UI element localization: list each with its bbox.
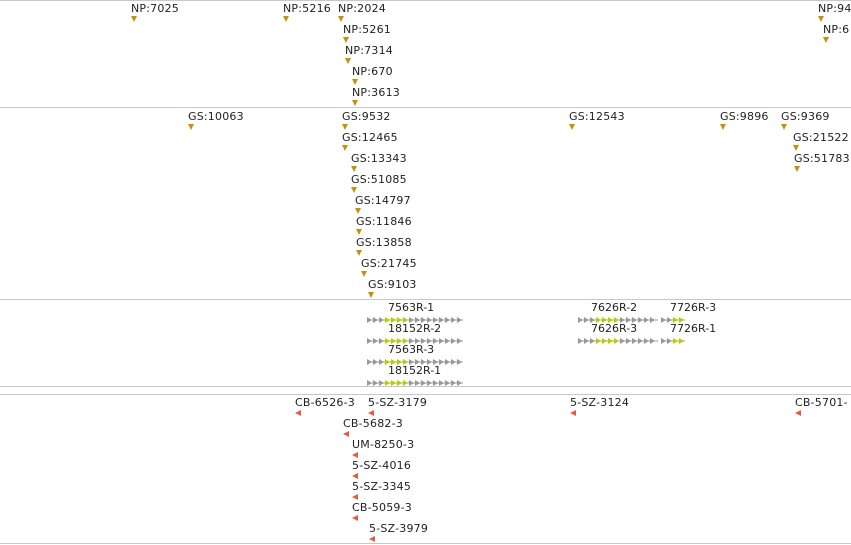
track-divider xyxy=(0,394,851,395)
triangle-down-icon xyxy=(351,187,357,193)
triangle-down-icon xyxy=(345,58,351,64)
track-divider xyxy=(0,0,851,1)
gs-track: GS:10063 GS:9532 GS:12465 GS:13343 GS:51… xyxy=(0,108,851,299)
triangle-down-icon xyxy=(355,208,361,214)
cb-feature[interactable]: UM-8250-3 xyxy=(352,438,414,458)
triangle-down-icon xyxy=(283,16,289,22)
track-divider xyxy=(0,299,851,300)
triangle-down-icon xyxy=(352,79,358,85)
gs-feature[interactable]: GS:13858 xyxy=(356,236,412,256)
cb-feature[interactable]: CB-5701- xyxy=(795,396,848,416)
gs-feature[interactable]: GS:12543 xyxy=(569,110,625,130)
triangle-down-icon xyxy=(794,166,800,172)
gene-arrow-icon xyxy=(367,338,463,344)
gs-feature[interactable]: GS:51783 xyxy=(794,152,850,172)
triangle-left-icon xyxy=(352,452,358,458)
gene-arrow-icon xyxy=(367,359,463,365)
np-feature[interactable]: NP:670 xyxy=(352,65,393,85)
gene-feature[interactable]: 7563R-1 xyxy=(367,302,463,324)
cb-feature[interactable]: 5-SZ-3345 xyxy=(352,480,411,500)
gs-feature[interactable]: GS:9103 xyxy=(368,278,417,298)
np-feature[interactable]: NP:2024 xyxy=(338,2,386,22)
triangle-left-icon xyxy=(295,410,301,416)
gene-arrow-icon xyxy=(661,338,685,344)
gene-feature[interactable]: 7726R-3 xyxy=(661,302,727,324)
gene-arrow-icon xyxy=(367,317,463,323)
triangle-left-icon xyxy=(343,431,349,437)
triangle-down-icon xyxy=(356,229,362,235)
triangle-down-icon xyxy=(342,124,348,130)
cb-feature[interactable]: CB-6526-3 xyxy=(295,396,355,416)
gs-feature[interactable]: GS:11846 xyxy=(356,215,412,235)
triangle-down-icon xyxy=(361,271,367,277)
gs-feature[interactable]: GS:14797 xyxy=(355,194,411,214)
triangle-down-icon xyxy=(342,145,348,151)
gs-feature[interactable]: GS:21745 xyxy=(361,257,417,277)
gene-feature[interactable]: 7626R-3 xyxy=(578,323,658,345)
gs-feature[interactable]: GS:9896 xyxy=(720,110,769,130)
np-feature[interactable]: NP:7025 xyxy=(131,2,179,22)
cb-feature[interactable]: 5-SZ-3124 xyxy=(570,396,629,416)
gs-feature[interactable]: GS:21522 xyxy=(793,131,849,151)
cb-feature[interactable]: CB-5682-3 xyxy=(343,417,403,437)
gs-feature[interactable]: GS:12465 xyxy=(342,131,398,151)
track-divider xyxy=(0,386,851,387)
np-track: NP:7025 NP:5216 NP:2024 NP:5261 NP:7314 … xyxy=(0,1,851,107)
gene-feature[interactable]: 7726R-1 xyxy=(661,323,727,345)
gene-track: 7563R-1 18152R-2 7563R-3 18152R-1 7626R-… xyxy=(0,300,851,386)
track-divider xyxy=(0,107,851,108)
gene-arrow-icon xyxy=(367,380,463,386)
gene-feature[interactable]: 18152R-2 xyxy=(367,323,463,345)
triangle-down-icon xyxy=(720,124,726,130)
np-feature[interactable]: NP:94 xyxy=(818,2,851,22)
triangle-down-icon xyxy=(188,124,194,130)
gene-arrow-icon xyxy=(578,338,658,344)
gene-feature[interactable]: 7563R-3 xyxy=(367,344,463,366)
cb-feature[interactable]: CB-5059-3 xyxy=(352,501,412,521)
triangle-left-icon xyxy=(352,494,358,500)
triangle-down-icon xyxy=(818,16,824,22)
triangle-down-icon xyxy=(338,16,344,22)
cb-feature[interactable]: 5-SZ-4016 xyxy=(352,459,411,479)
triangle-left-icon xyxy=(570,410,576,416)
triangle-down-icon xyxy=(351,166,357,172)
gene-arrow-icon xyxy=(661,317,685,323)
np-feature[interactable]: NP:6 xyxy=(823,23,849,43)
triangle-down-icon xyxy=(781,124,787,130)
track-divider xyxy=(0,543,851,544)
triangle-left-icon xyxy=(369,536,375,542)
cb-feature[interactable]: 5-SZ-3979 xyxy=(369,522,428,542)
triangle-left-icon xyxy=(352,473,358,479)
triangle-down-icon xyxy=(368,292,374,298)
gs-feature[interactable]: GS:51085 xyxy=(351,173,407,193)
triangle-left-icon xyxy=(795,410,801,416)
gs-feature[interactable]: GS:13343 xyxy=(351,152,407,172)
triangle-down-icon xyxy=(569,124,575,130)
gene-feature[interactable]: 7626R-2 xyxy=(578,302,658,324)
triangle-left-icon xyxy=(352,515,358,521)
gs-feature[interactable]: GS:9532 xyxy=(342,110,391,130)
triangle-down-icon xyxy=(131,16,137,22)
triangle-down-icon xyxy=(823,37,829,43)
triangle-down-icon xyxy=(352,100,358,106)
np-feature[interactable]: NP:3613 xyxy=(352,86,400,106)
triangle-down-icon xyxy=(356,250,362,256)
np-feature[interactable]: NP:7314 xyxy=(345,44,393,64)
triangle-down-icon xyxy=(793,145,799,151)
triangle-left-icon xyxy=(368,410,374,416)
gene-arrow-icon xyxy=(578,317,658,323)
cb-feature[interactable]: 5-SZ-3179 xyxy=(368,396,427,416)
np-feature[interactable]: NP:5261 xyxy=(343,23,391,43)
gene-feature[interactable]: 18152R-1 xyxy=(367,365,463,386)
gs-feature[interactable]: GS:9369 xyxy=(781,110,830,130)
cb-track: CB-6526-3 5-SZ-3179 CB-5682-3 UM-8250-3 … xyxy=(0,395,851,543)
gs-feature[interactable]: GS:10063 xyxy=(188,110,244,130)
triangle-down-icon xyxy=(343,37,349,43)
np-feature[interactable]: NP:5216 xyxy=(283,2,331,22)
